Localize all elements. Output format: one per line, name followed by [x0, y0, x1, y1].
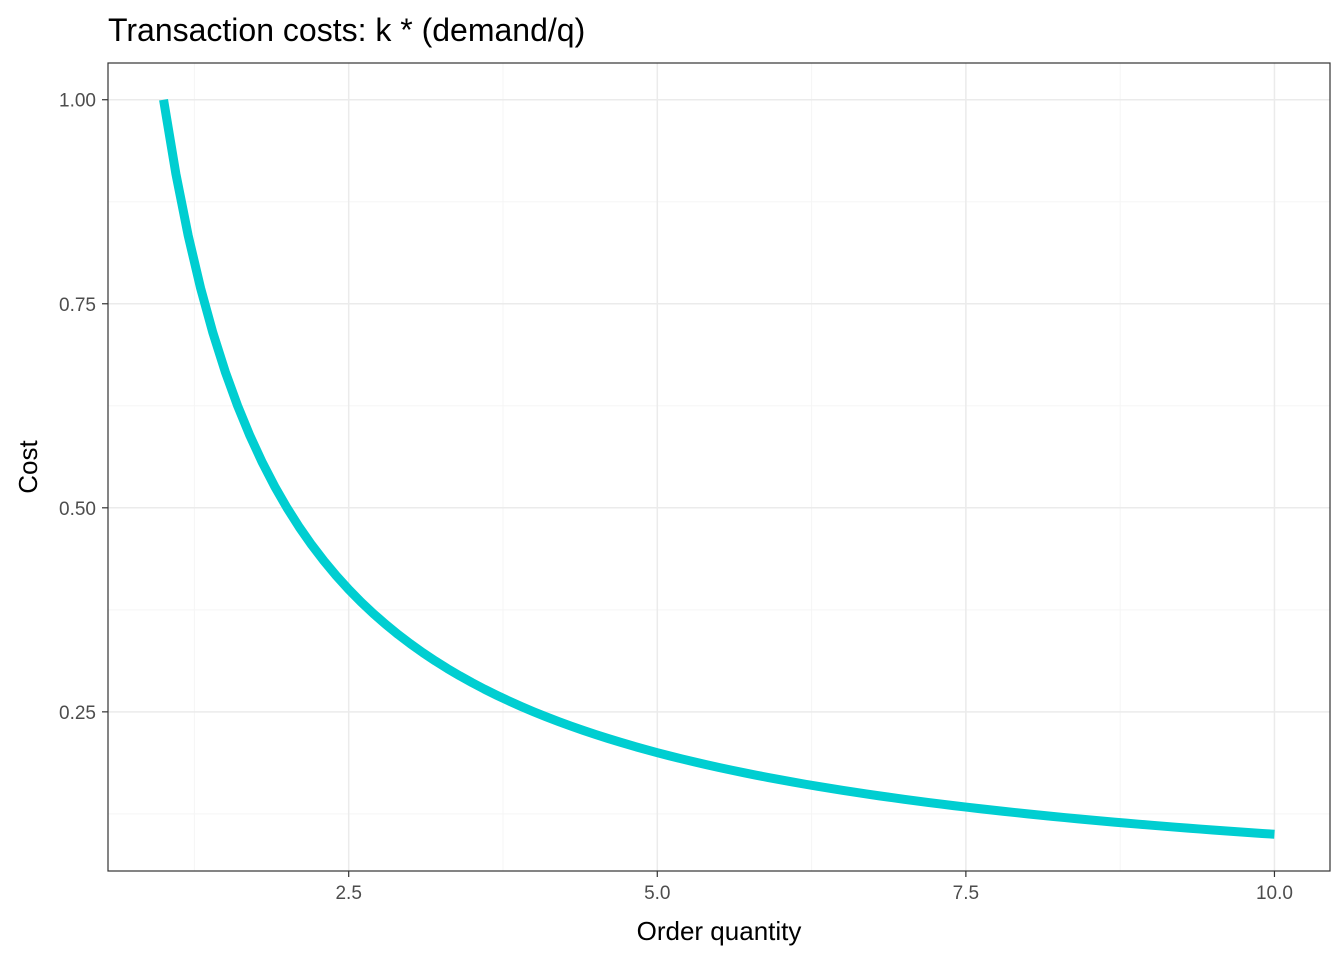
x-tick-label: 7.5: [953, 883, 979, 904]
y-axis: 0.25 0.50 0.75 1.00: [59, 91, 108, 724]
y-tick-label: 0.50: [59, 499, 96, 520]
minor-gridlines: [108, 63, 1330, 871]
y-axis-title: Cost: [13, 439, 43, 493]
x-tick-label: 5.0: [644, 883, 670, 904]
series-layer: [159, 98, 1275, 839]
plot-panel: [107, 62, 1331, 872]
y-tick-label: 0.25: [59, 703, 96, 724]
y-tick-label: 0.75: [59, 295, 96, 316]
x-tick-label: 2.5: [335, 883, 361, 904]
x-axis-title: Order quantity: [637, 916, 802, 946]
y-tick-label: 1.00: [59, 91, 96, 112]
x-tick-label: 10.0: [1256, 883, 1293, 904]
major-gridlines: [108, 63, 1330, 871]
series-line: [159, 98, 1275, 839]
x-axis: 2.5 5.0 7.5 10.0: [335, 871, 1293, 904]
chart-title: Transaction costs: k * (demand/q): [108, 12, 585, 48]
